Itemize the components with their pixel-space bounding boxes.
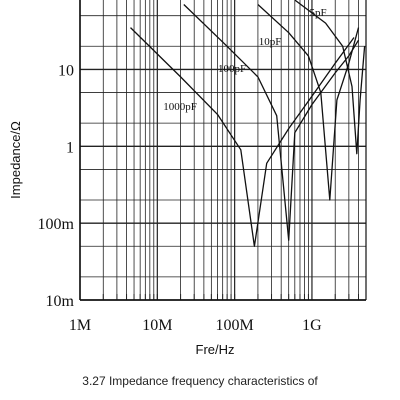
y-tick-label: 100m	[38, 216, 75, 233]
figure-caption: 3.27 Impedance frequency characteristics…	[82, 374, 318, 388]
curve-100pF	[183, 4, 360, 241]
series-label-10pF: 10pF	[259, 36, 282, 48]
x-tick-label: 10M	[142, 317, 172, 334]
series-label-5pF: 5pF	[309, 7, 326, 19]
curves	[130, 0, 366, 247]
series-labels: 1000pF 100pF 10pF 5pF	[163, 7, 326, 113]
series-label-100pF: 100pF	[218, 63, 246, 75]
x-tick-label: 1G	[302, 317, 322, 334]
x-tick-label: 100M	[216, 317, 254, 334]
y-axis-label: Impedance/Ω	[8, 121, 23, 199]
x-tick-label: 1M	[69, 317, 91, 334]
series-label-1000pF: 1000pF	[163, 101, 197, 113]
curve-10pF	[257, 4, 360, 201]
x-tick-labels: 1M 10M 100M 1G	[69, 317, 322, 334]
y-tick-label: 10	[58, 62, 74, 79]
y-tick-labels: 10m 100m 1 10	[38, 62, 75, 310]
curve-5pF	[294, 0, 366, 155]
curve-1000pF	[130, 27, 355, 247]
y-tick-label: 1	[66, 139, 74, 156]
y-tick-label: 10m	[46, 293, 75, 310]
plot-frame	[79, 0, 367, 301]
x-axis-label: Fre/Hz	[196, 342, 235, 357]
grid	[79, 0, 367, 301]
